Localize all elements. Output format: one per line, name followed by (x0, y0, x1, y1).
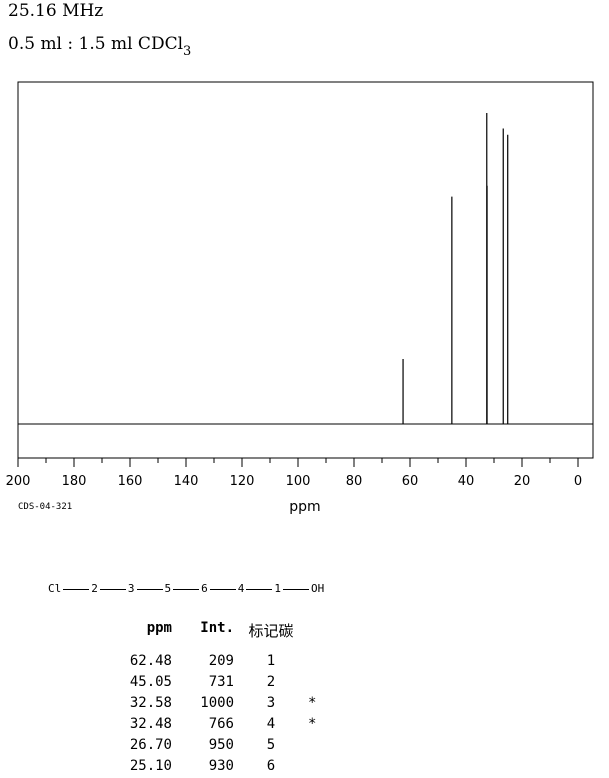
x-tick-label: 80 (346, 474, 363, 489)
x-axis-label: ppm (289, 499, 320, 515)
x-tick-label: 60 (402, 474, 419, 489)
bond (209, 588, 236, 590)
bond (173, 588, 200, 590)
bond (283, 588, 309, 590)
cell-ppm: 32.58 (129, 694, 172, 711)
peak-table-header: ppm Int. 标记碳 (110, 620, 328, 650)
x-tick-label: 200 (6, 474, 31, 489)
atom-label: 1 (274, 582, 281, 595)
cell-ppm: 62.48 (129, 652, 172, 669)
peaks-layer (402, 113, 509, 424)
atom-label: OH (311, 582, 325, 595)
x-tick-label: 120 (230, 474, 255, 489)
x-tick-label: 100 (286, 474, 311, 489)
atom-label: 6 (201, 582, 208, 595)
atom-label: Cl (48, 582, 62, 595)
table-row: 62.48 209 1 (110, 650, 328, 671)
x-tick-label: 40 (458, 474, 475, 489)
cell-mark: * (308, 694, 317, 711)
x-ticks: 200 180 160 140 120 100 80 60 40 20 0 (6, 458, 582, 489)
solvent-info: 0.5 ml : 1.5 ml CDCl3 (8, 34, 191, 59)
cell-carbon: 4 (266, 715, 276, 732)
cell-mark (308, 650, 328, 671)
header-mark (308, 620, 328, 650)
table-row: 32.58 1000 3 * (110, 692, 328, 713)
cell-int: 930 (208, 757, 234, 774)
cell-mark (308, 755, 328, 776)
bond (63, 588, 90, 590)
bond (99, 588, 126, 590)
cell-int: 1000 (200, 694, 234, 711)
cell-int: 731 (208, 673, 234, 690)
header-carbon: 标记碳 (248, 622, 294, 640)
atom-label: 2 (91, 582, 98, 595)
header-ppm: ppm (146, 620, 172, 636)
atom-label: 4 (237, 582, 245, 595)
spectrometer-frequency: 25.16 MHz (8, 1, 104, 21)
x-tick-label: 0 (574, 474, 582, 489)
cell-carbon: 6 (266, 757, 276, 774)
nmr-spectrum-chart: 200 180 160 140 120 100 80 60 40 20 0 ppm (6, 81, 594, 515)
cell-carbon: 2 (266, 673, 276, 690)
solvent-text: 0.5 ml : 1.5 ml CDCl (8, 34, 184, 54)
cell-ppm: 32.48 (129, 715, 172, 732)
table-row: 26.70 950 5 (110, 734, 328, 755)
cell-mark (308, 734, 328, 755)
cell-carbon: 1 (266, 652, 276, 669)
bond (246, 588, 273, 590)
atom-label: 5 (164, 582, 172, 595)
table-row: 25.10 930 6 (110, 755, 328, 776)
x-tick-label: 160 (118, 474, 143, 489)
x-tick-label: 20 (514, 474, 531, 489)
spectrum-code: CDS-04-321 (18, 502, 73, 512)
structure-diagram: Cl 2 3 5 6 4 1 OH (48, 582, 324, 595)
cell-ppm: 45.05 (129, 673, 172, 690)
table-row: 32.48 766 4 * (110, 713, 328, 734)
cell-int: 766 (208, 715, 234, 732)
header-int: Int. (200, 620, 234, 636)
bond (136, 588, 163, 590)
cell-ppm: 25.10 (129, 757, 172, 774)
peak-table: ppm Int. 标记碳 62.48 209 1 45.05 731 2 32.… (110, 620, 328, 776)
cell-mark: * (308, 715, 317, 732)
x-tick-label: 180 (62, 474, 87, 489)
cell-int: 209 (208, 652, 234, 669)
cell-mark (308, 671, 328, 692)
x-tick-label: 140 (174, 474, 199, 489)
solvent-subscript: 3 (183, 44, 192, 59)
plot-frame (17, 81, 594, 459)
cell-carbon: 3 (266, 694, 276, 711)
atom-label: 3 (127, 582, 135, 595)
cell-carbon: 5 (266, 736, 276, 753)
table-row: 45.05 731 2 (110, 671, 328, 692)
cell-ppm: 26.70 (129, 736, 172, 753)
cell-int: 950 (208, 736, 234, 753)
